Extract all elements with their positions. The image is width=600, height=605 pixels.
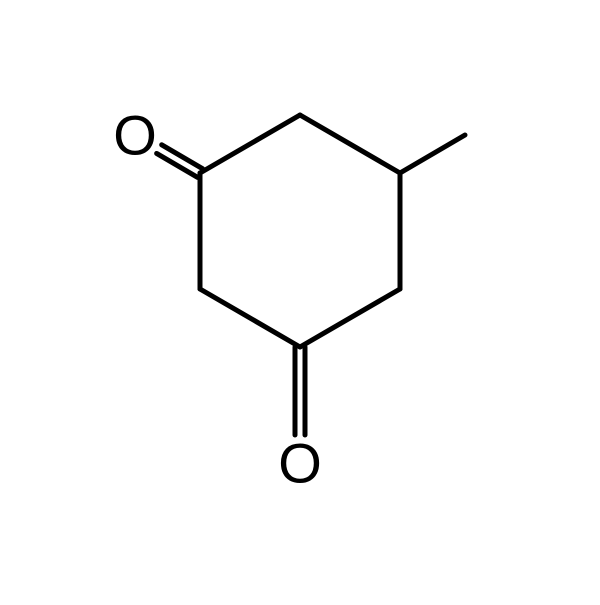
molecule-diagram: OO bbox=[0, 0, 600, 600]
atom-label: O bbox=[113, 104, 157, 167]
atom-label: O bbox=[278, 432, 322, 495]
